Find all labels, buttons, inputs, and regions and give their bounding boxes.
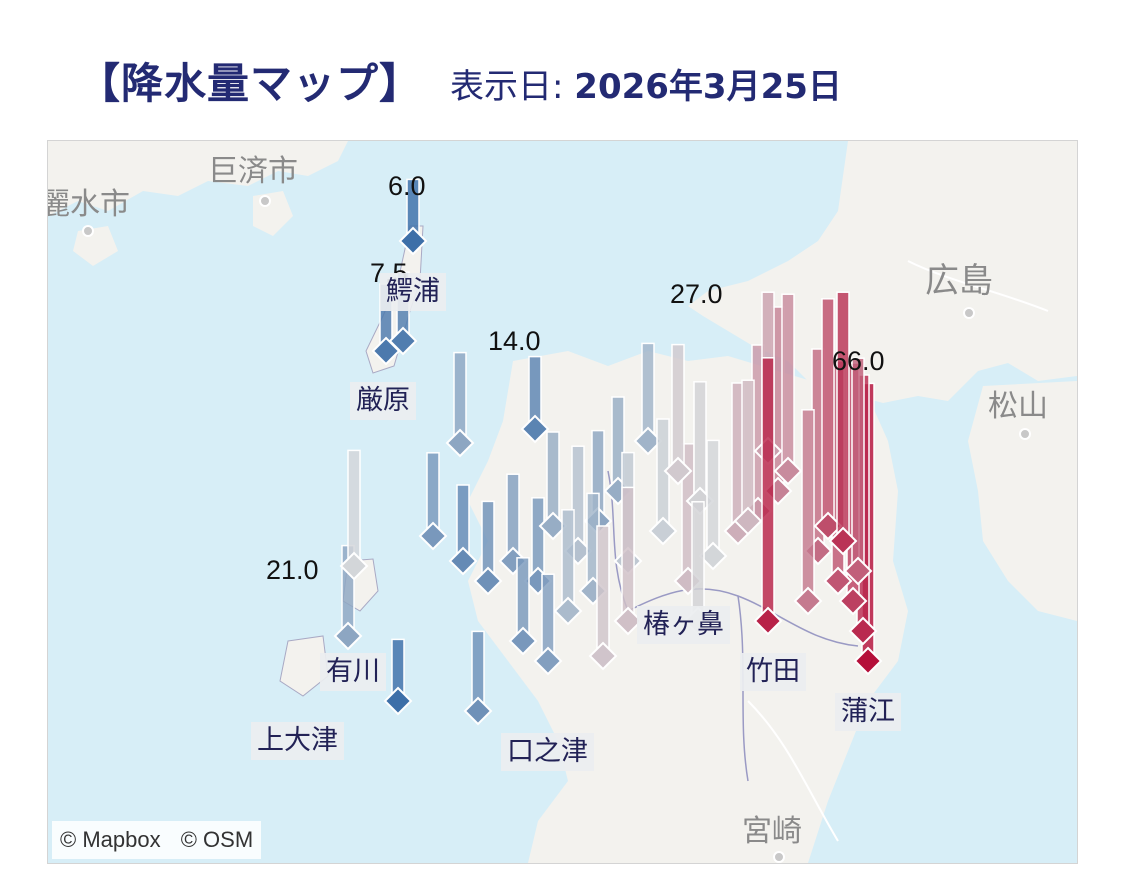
station-label-waniura[interactable]: 鰐浦 (380, 273, 446, 312)
land-shikoku (968, 381, 1077, 621)
map-container[interactable]: 巨済市 麗水市 広島 松山 宮崎 6.0 7.5 14.0 27.0 66.0 … (47, 140, 1078, 864)
station-marker[interactable] (588, 641, 618, 671)
station-marker[interactable] (828, 526, 858, 556)
station-label-kuchinotsu[interactable]: 口之津 (501, 733, 594, 772)
land-goto-2 (279, 635, 329, 697)
road-2 (747, 700, 839, 842)
city-label-miyazaki: 宮崎 (742, 814, 802, 849)
station-marker[interactable] (663, 456, 693, 486)
city-dot-geoje (259, 195, 271, 207)
copyright-osm[interactable]: © OSM (180, 827, 254, 852)
city-dot-yeosu (82, 225, 94, 237)
date-value: 2026年3月25日 (574, 67, 842, 107)
map-attribution[interactable]: © Mapbox © OSM (52, 821, 262, 859)
station-marker[interactable] (520, 414, 550, 444)
station-marker[interactable] (838, 586, 868, 616)
station-marker[interactable] (508, 626, 538, 656)
station-marker[interactable] (853, 646, 883, 676)
station-marker[interactable] (473, 566, 503, 596)
station-marker[interactable] (418, 521, 448, 551)
island-korea-small (73, 226, 118, 266)
precipitation-bar[interactable] (561, 509, 575, 612)
precipitation-bar[interactable] (836, 291, 850, 542)
station-marker[interactable] (793, 586, 823, 616)
value-label-arikawa: 21.0 (266, 555, 319, 585)
precipitation-bar[interactable] (821, 298, 835, 527)
city-label-geoje: 巨済市 (208, 154, 298, 189)
station-marker[interactable] (533, 646, 563, 676)
station-marker[interactable] (773, 456, 803, 486)
city-dot-hiroshima (963, 307, 975, 319)
precipitation-bar[interactable] (691, 501, 705, 622)
precipitation-bar[interactable] (801, 409, 815, 602)
station-marker[interactable] (613, 606, 643, 636)
city-label-matsuyama: 松山 (988, 389, 1048, 424)
precipitation-bar[interactable] (781, 293, 795, 472)
station-label-kamiotsu[interactable]: 上大津 (251, 722, 344, 761)
city-dot-matsuyama (1019, 428, 1031, 440)
date-display: 表示日: 2026年3月25日 (450, 59, 842, 108)
date-prefix: 表示日: (450, 67, 564, 107)
station-marker[interactable] (398, 226, 428, 256)
station-marker[interactable] (553, 596, 583, 626)
city-label-yeosu: 麗水市 (47, 187, 130, 222)
precipitation-bar[interactable] (706, 439, 720, 557)
station-marker[interactable] (339, 551, 369, 581)
precipitation-bar[interactable] (671, 343, 685, 472)
precipitation-bar[interactable] (596, 525, 610, 657)
precipitation-bar[interactable] (641, 342, 655, 442)
map-title: 【降水量マップ】 (78, 59, 423, 108)
station-marker[interactable] (843, 556, 873, 586)
station-marker[interactable] (733, 506, 763, 536)
road-1 (907, 260, 1049, 312)
station-marker[interactable] (463, 696, 493, 726)
station-marker[interactable] (333, 621, 363, 651)
precipitation-bar[interactable] (761, 357, 775, 622)
station-label-tsubakigahana[interactable]: 椿ヶ鼻 (637, 606, 730, 645)
station-label-izuhara[interactable]: 厳原 (350, 382, 416, 421)
precipitation-bar[interactable] (741, 379, 755, 522)
value-label-kuchinotsu: 14.0 (488, 326, 541, 356)
station-marker[interactable] (823, 566, 853, 596)
precipitation-bar[interactable] (656, 418, 670, 532)
city-dot-miyazaki (773, 851, 785, 863)
value-label-tsubakigahana: 27.0 (670, 279, 723, 309)
precipitation-bar[interactable] (621, 486, 635, 622)
precipitation-bar[interactable] (693, 381, 707, 502)
station-marker[interactable] (445, 428, 475, 458)
value-label-waniura: 6.0 (388, 171, 426, 201)
station-marker[interactable] (753, 606, 783, 636)
precipitation-markers[interactable] (333, 178, 883, 726)
station-label-kamae[interactable]: 蒲江 (835, 693, 901, 732)
city-label-hiroshima: 広島 (925, 261, 993, 301)
station-marker[interactable] (848, 616, 878, 646)
land-korea (48, 141, 348, 216)
station-marker[interactable] (383, 686, 413, 716)
station-marker[interactable] (388, 326, 418, 356)
precipitation-bar[interactable] (347, 449, 361, 567)
copyright-mapbox[interactable]: © Mapbox (60, 827, 161, 852)
station-marker[interactable] (448, 546, 478, 576)
value-label-kamae: 66.0 (832, 346, 885, 376)
station-marker[interactable] (648, 516, 678, 546)
page-title: 【降水量マップ】 表示日: 2026年3月25日 (78, 50, 842, 112)
station-label-arikawa[interactable]: 有川 (320, 653, 386, 692)
station-label-taketa[interactable]: 竹田 (740, 653, 806, 692)
